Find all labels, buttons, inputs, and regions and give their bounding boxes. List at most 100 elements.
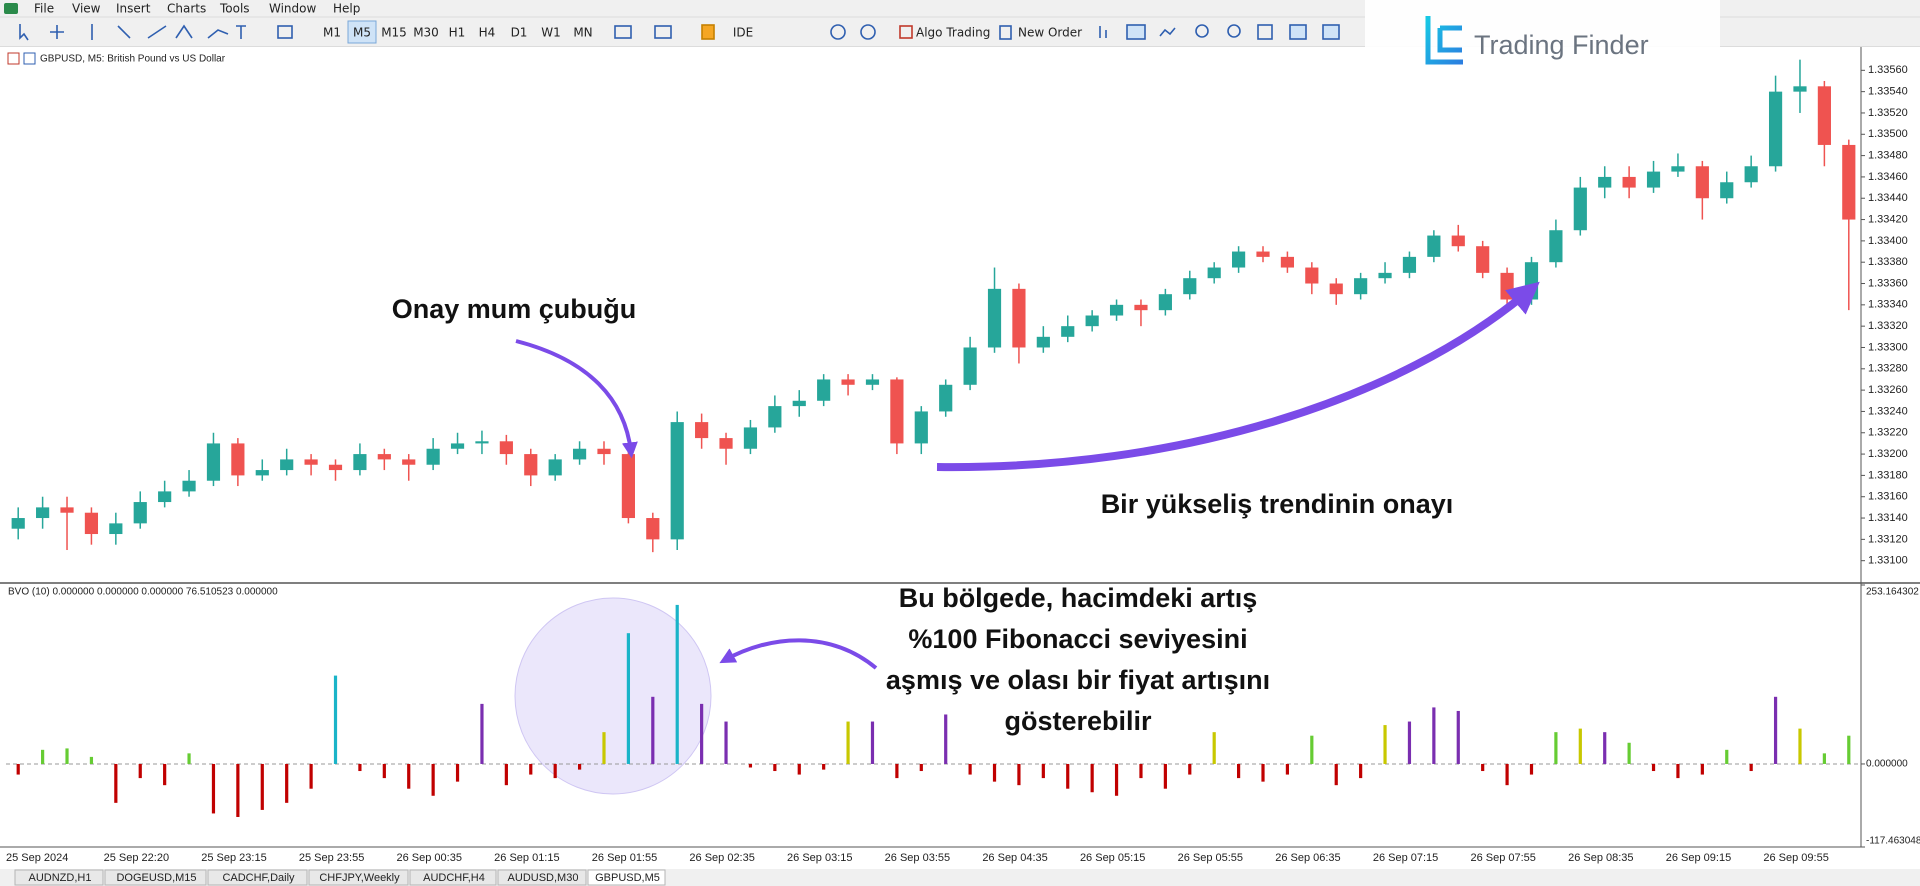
volume-bar	[626, 633, 631, 764]
tab-label[interactable]: GBPUSD,M5	[595, 872, 660, 884]
volume-bar	[1603, 732, 1607, 764]
x-tick-label: 26 Sep 09:15	[1666, 852, 1731, 864]
y-tick-label: 0.000000	[1866, 759, 1908, 770]
tab[interactable]	[104, 869, 207, 886]
x-tick-label: 26 Sep 04:35	[982, 852, 1047, 864]
candle-body	[1329, 283, 1343, 295]
menu-item[interactable]: File	[34, 2, 54, 16]
candle-body	[792, 400, 806, 407]
candle-body	[865, 379, 880, 385]
candle-body	[206, 443, 221, 481]
highlight-circle	[514, 597, 712, 795]
volume-bar	[1139, 763, 1143, 779]
candle-body	[548, 459, 562, 476]
x-tick-label: 26 Sep 01:15	[494, 852, 559, 864]
tab[interactable]	[14, 869, 104, 886]
timeframe-button[interactable]: M15	[381, 26, 407, 40]
volume-bar	[1725, 749, 1729, 764]
x-tick-label: 26 Sep 07:15	[1373, 852, 1438, 864]
tab[interactable]	[207, 869, 308, 886]
tab-label[interactable]: DOGEUSD,M15	[116, 872, 196, 884]
volume-bar	[260, 763, 264, 810]
volume-bar	[529, 763, 533, 775]
volume-bar	[431, 763, 435, 796]
tab[interactable]	[409, 869, 497, 886]
tab-label[interactable]: CADCHF,Daily	[222, 872, 295, 884]
timeframe-button[interactable]: M5	[353, 26, 371, 40]
candle-body	[1427, 235, 1441, 257]
new-order-button[interactable]: New Order	[1018, 26, 1082, 40]
volume-bar	[163, 763, 167, 786]
timeframe-button[interactable]: H4	[479, 26, 496, 40]
volume-bar	[724, 721, 728, 764]
candle-body	[280, 459, 294, 471]
tab[interactable]	[308, 869, 409, 886]
menu-item[interactable]: Insert	[116, 2, 151, 16]
volume-bar	[285, 763, 289, 803]
y-tick-label: 1.33120	[1868, 533, 1908, 545]
volume-bar	[1212, 732, 1216, 764]
volume-bar	[1407, 721, 1412, 764]
tab-label[interactable]: AUDCHF,H4	[423, 872, 485, 884]
y-tick-label: 253.164302	[1866, 587, 1919, 598]
candle-body	[1695, 166, 1709, 199]
algo-trading-button[interactable]: Algo Trading	[916, 26, 990, 40]
timeframe-button[interactable]: M1	[323, 26, 341, 40]
x-tick-label: 26 Sep 02:35	[689, 852, 754, 864]
menu-item[interactable]: View	[72, 2, 101, 16]
tab[interactable]	[587, 869, 666, 886]
candle-body	[1793, 86, 1807, 92]
volume-bar	[1285, 763, 1290, 775]
y-tick-label: 1.33260	[1868, 384, 1908, 396]
candle-body	[1305, 267, 1319, 284]
volume-bar	[1188, 763, 1192, 775]
volume-bar	[944, 714, 948, 764]
candle-body	[1500, 272, 1514, 300]
x-tick-label: 25 Sep 22:20	[104, 852, 169, 864]
candle-body	[304, 459, 318, 465]
candle-body	[36, 507, 50, 519]
candle-body	[499, 441, 513, 455]
tab-label[interactable]: CHFJPY,Weekly	[319, 872, 400, 884]
candle-body	[1012, 288, 1026, 348]
menu-item[interactable]: Tools	[219, 2, 250, 16]
y-tick-label: 1.33360	[1868, 277, 1908, 289]
candle-body	[1817, 86, 1831, 145]
timeframe-button[interactable]: H1	[449, 26, 466, 40]
timeframe-button[interactable]: D1	[511, 26, 528, 40]
x-tick-label: 26 Sep 06:35	[1275, 852, 1340, 864]
ide-button[interactable]: IDE	[733, 26, 753, 40]
chart-icon	[23, 52, 36, 65]
volume-bar	[1114, 763, 1119, 796]
volume-bar	[1261, 763, 1265, 782]
tab[interactable]	[497, 869, 587, 886]
tab-label[interactable]: AUDUSD,M30	[508, 872, 579, 884]
candle-body	[1280, 256, 1295, 268]
volume-bar	[1163, 763, 1167, 789]
candle-body	[1378, 272, 1392, 279]
timeframe-button[interactable]: W1	[541, 26, 561, 40]
annotation: aşmış ve olası bir fiyat artışını	[886, 665, 1270, 695]
y-tick-label: 1.33480	[1868, 150, 1908, 162]
volume-bar	[553, 763, 557, 779]
candle-body	[939, 384, 953, 412]
candle-body	[426, 448, 440, 465]
candle-body	[621, 454, 635, 519]
volume-bar	[41, 749, 45, 764]
tab-label[interactable]: AUDNZD,H1	[29, 872, 92, 884]
y-tick-label: 1.33100	[1868, 555, 1908, 567]
candle-body	[1646, 171, 1661, 188]
x-tick-label: 25 Sep 2024	[6, 852, 68, 864]
x-tick-label: 26 Sep 07:55	[1470, 852, 1535, 864]
y-tick-label: 1.33200	[1868, 448, 1908, 460]
timeframe-button[interactable]: M30	[413, 26, 439, 40]
candle-body	[60, 507, 74, 513]
toolbar-icons	[19, 24, 1340, 41]
menu-item[interactable]: Help	[333, 2, 360, 16]
volume-bar	[1432, 707, 1436, 764]
candle-body	[1671, 166, 1685, 172]
timeframe-button[interactable]: MN	[573, 26, 592, 40]
menu-item[interactable]: Charts	[167, 2, 206, 16]
menu-item[interactable]: Window	[269, 2, 317, 16]
